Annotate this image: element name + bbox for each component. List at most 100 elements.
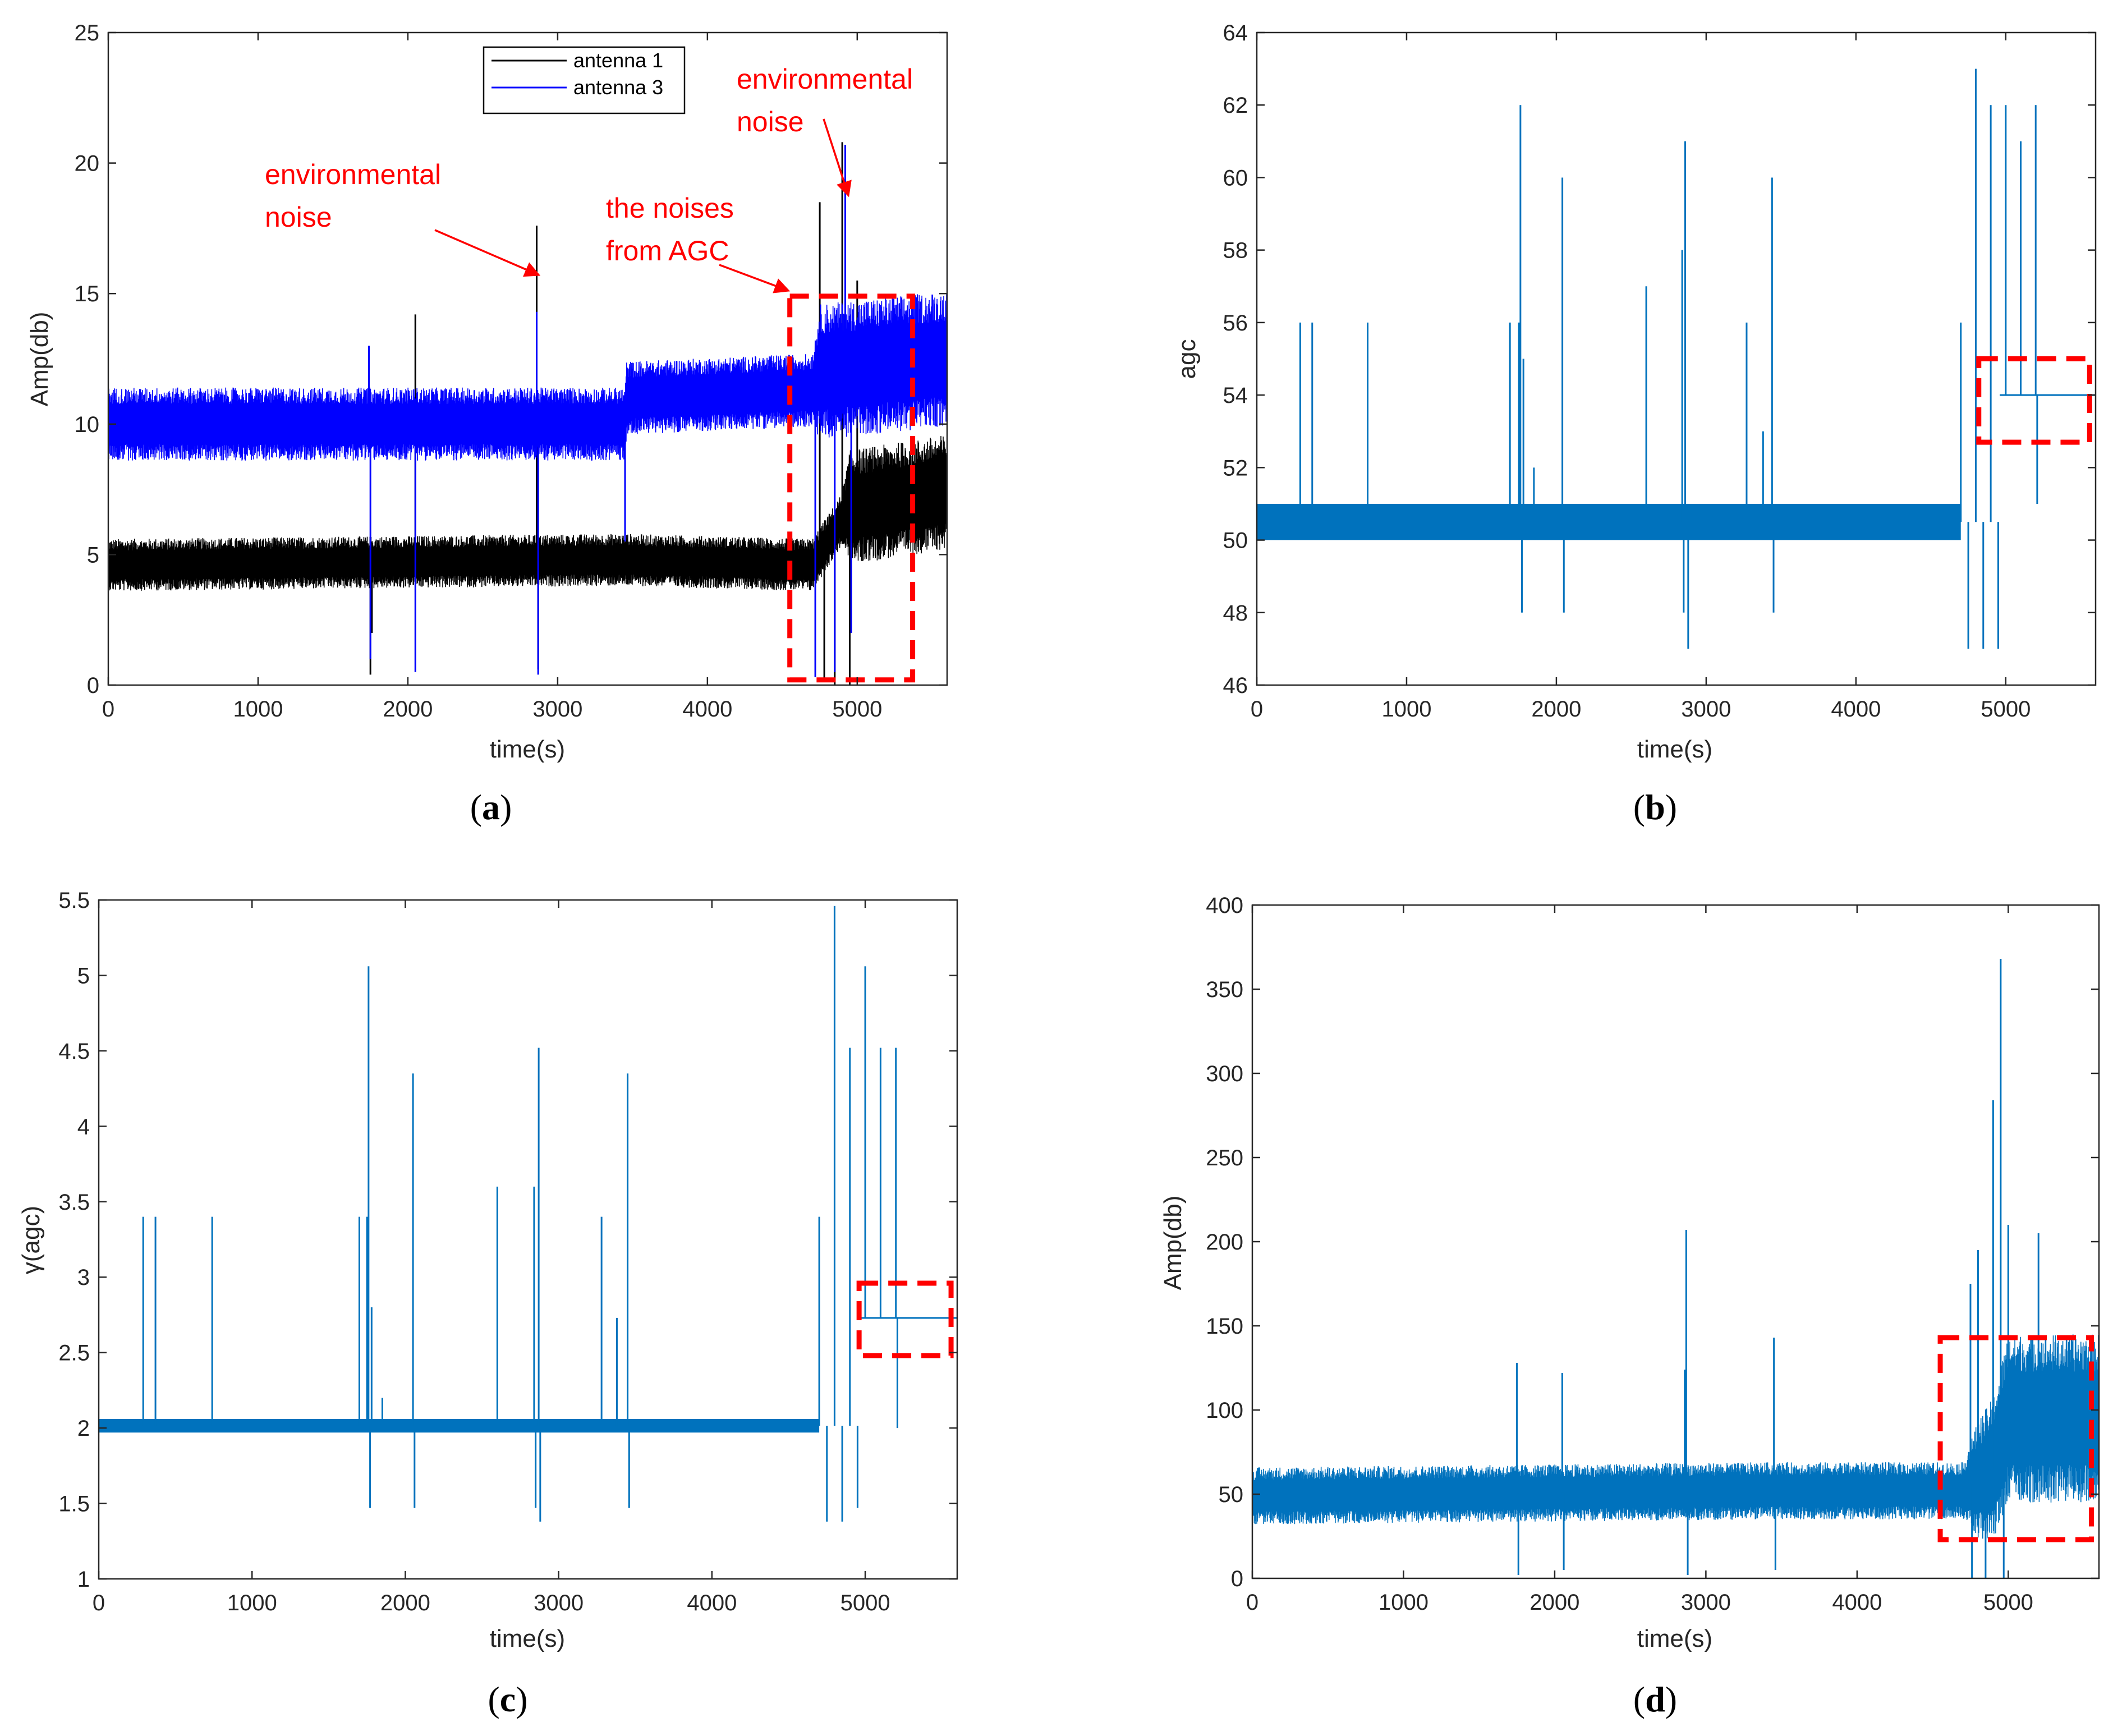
y-tick-label: 15 [75,282,100,306]
y-tick-label: 60 [1223,166,1248,190]
y-tick-label: 400 [1206,893,1243,918]
y-tick-label: 54 [1223,383,1248,408]
axes-frame [1256,31,2097,686]
annotation: environmental noise [265,159,541,277]
y-tick-label: 5 [87,543,99,567]
y-axis-label: γ(agc) [17,1206,45,1274]
annotation-text: the noises [606,192,734,224]
legend-box [483,46,686,114]
x-tick-label: 4000 [682,697,732,722]
x-tick-label: 2000 [1531,697,1581,722]
axes-frame [107,31,948,686]
y-tick-label: 56 [1223,311,1248,336]
y-tick-label: 52 [1223,456,1248,480]
y-tick-label: 5.5 [58,888,90,913]
x-tick-label: 4000 [1831,697,1881,722]
plot-area [108,142,947,685]
x-tick-label: 2000 [380,1591,430,1615]
y-tick-label: 0 [87,673,99,698]
annotation-arrow [434,229,541,277]
y-axis-label: agc [1173,339,1201,379]
annotation-text: environmental [737,63,913,95]
x-tick-label: 5000 [1981,697,2031,722]
annotation: the noises from AGC [606,192,791,293]
x-tick-label: 1000 [1381,697,1431,722]
caption-close-paren: ) [500,787,512,827]
y-tick-label: 50 [1223,529,1248,553]
legend: antenna 1 antenna 3 [483,46,686,114]
x-tick-label: 2000 [383,697,433,722]
annotation-arrow [823,118,852,198]
series-trace [1252,1334,2099,1539]
x-tick-label: 2000 [1529,1590,1579,1615]
y-tick-label: 300 [1206,1062,1243,1086]
y-tick-label: 25 [75,21,100,45]
caption-letter: a [482,787,500,827]
panel-caption: (c) [488,1679,527,1719]
y-tick-label: 46 [1223,673,1248,698]
panel-caption: (a) [470,787,512,827]
legend-entry: antenna 3 [573,76,663,99]
highlight-box [1937,1335,2094,1542]
caption-close-paren: ) [516,1679,527,1719]
y-tick-label: 1.5 [58,1492,90,1517]
panel-caption: (d) [1633,1679,1677,1719]
series-trace [108,294,947,461]
x-tick-label: 5000 [832,697,882,722]
x-tick-label: 1000 [1379,1590,1428,1615]
y-tick-label: 4.5 [58,1039,90,1064]
annotation-text: environmental [265,159,441,190]
y-tick-label: 3.5 [58,1190,90,1215]
series-agc [1257,68,2096,649]
series-trace [108,436,947,591]
highlight-box [787,293,916,683]
x-tick-label: 4000 [687,1591,737,1615]
x-axis-label: time(s) [1637,736,1712,763]
x-tick-label: 4000 [1832,1590,1882,1615]
y-tick-label: 1 [77,1567,90,1592]
x-tick-label: 0 [1251,697,1263,722]
panel-c: 0 1000 2000 3000 4000 5000 1 1.5 2 2.5 3 3.5 4 4.5 5 5.… [17,888,958,1719]
series-band [99,1418,820,1433]
y-tick-label: 58 [1223,238,1248,263]
series-amplitude [1252,959,2099,1578]
annotation: environmental noise [737,63,913,198]
y-tick-label: 5 [77,963,90,988]
plot-area [1252,959,2099,1578]
series-antenna-3 [108,145,947,678]
x-tick-label: 3000 [532,697,582,722]
y-tick-label: 10 [75,412,100,437]
highlight-box [1976,356,2092,445]
x-tick-label: 3000 [1681,697,1731,722]
plot-area [99,906,957,1522]
y-tick-label: 100 [1206,1398,1243,1423]
caption-letter: b [1645,787,1665,827]
annotation-text: noise [265,201,332,233]
y-tick-label: 20 [75,151,100,176]
caption-close-paren: ) [1665,1679,1677,1719]
x-tick-label: 1000 [227,1591,277,1615]
y-axis-label: Amp(db) [1159,1196,1187,1290]
x-tick-label: 5000 [840,1591,890,1615]
y-tick-label: 0 [1231,1567,1243,1591]
y-axis-label: Amp(db) [26,312,53,407]
y-tick-label: 3 [77,1265,90,1290]
caption-open-paren: ( [488,1679,499,1719]
x-axis-label: time(s) [490,1625,565,1652]
caption-open-paren: ( [1633,787,1645,827]
panel-caption: (b) [1633,787,1677,827]
annotation-arrow [719,264,791,293]
y-tick-label: 2.5 [58,1341,90,1366]
y-tick-label: 50 [1219,1482,1244,1507]
x-tick-label: 0 [93,1591,105,1615]
panel-b: 0 1000 2000 3000 4000 5000 46 48 50 52 54 56 58 60 62 6… [1173,21,2097,827]
highlight-box [856,1280,954,1358]
caption-close-paren: ) [1665,787,1677,827]
y-tick-label: 62 [1223,93,1248,118]
series-band [1257,503,1961,540]
x-tick-label: 3000 [1681,1590,1731,1615]
panel-a: 0 1000 2000 3000 4000 5000 0 5 10 15 20 25 time(s) Am… [26,21,948,827]
x-tick-label: 0 [1246,1590,1258,1615]
